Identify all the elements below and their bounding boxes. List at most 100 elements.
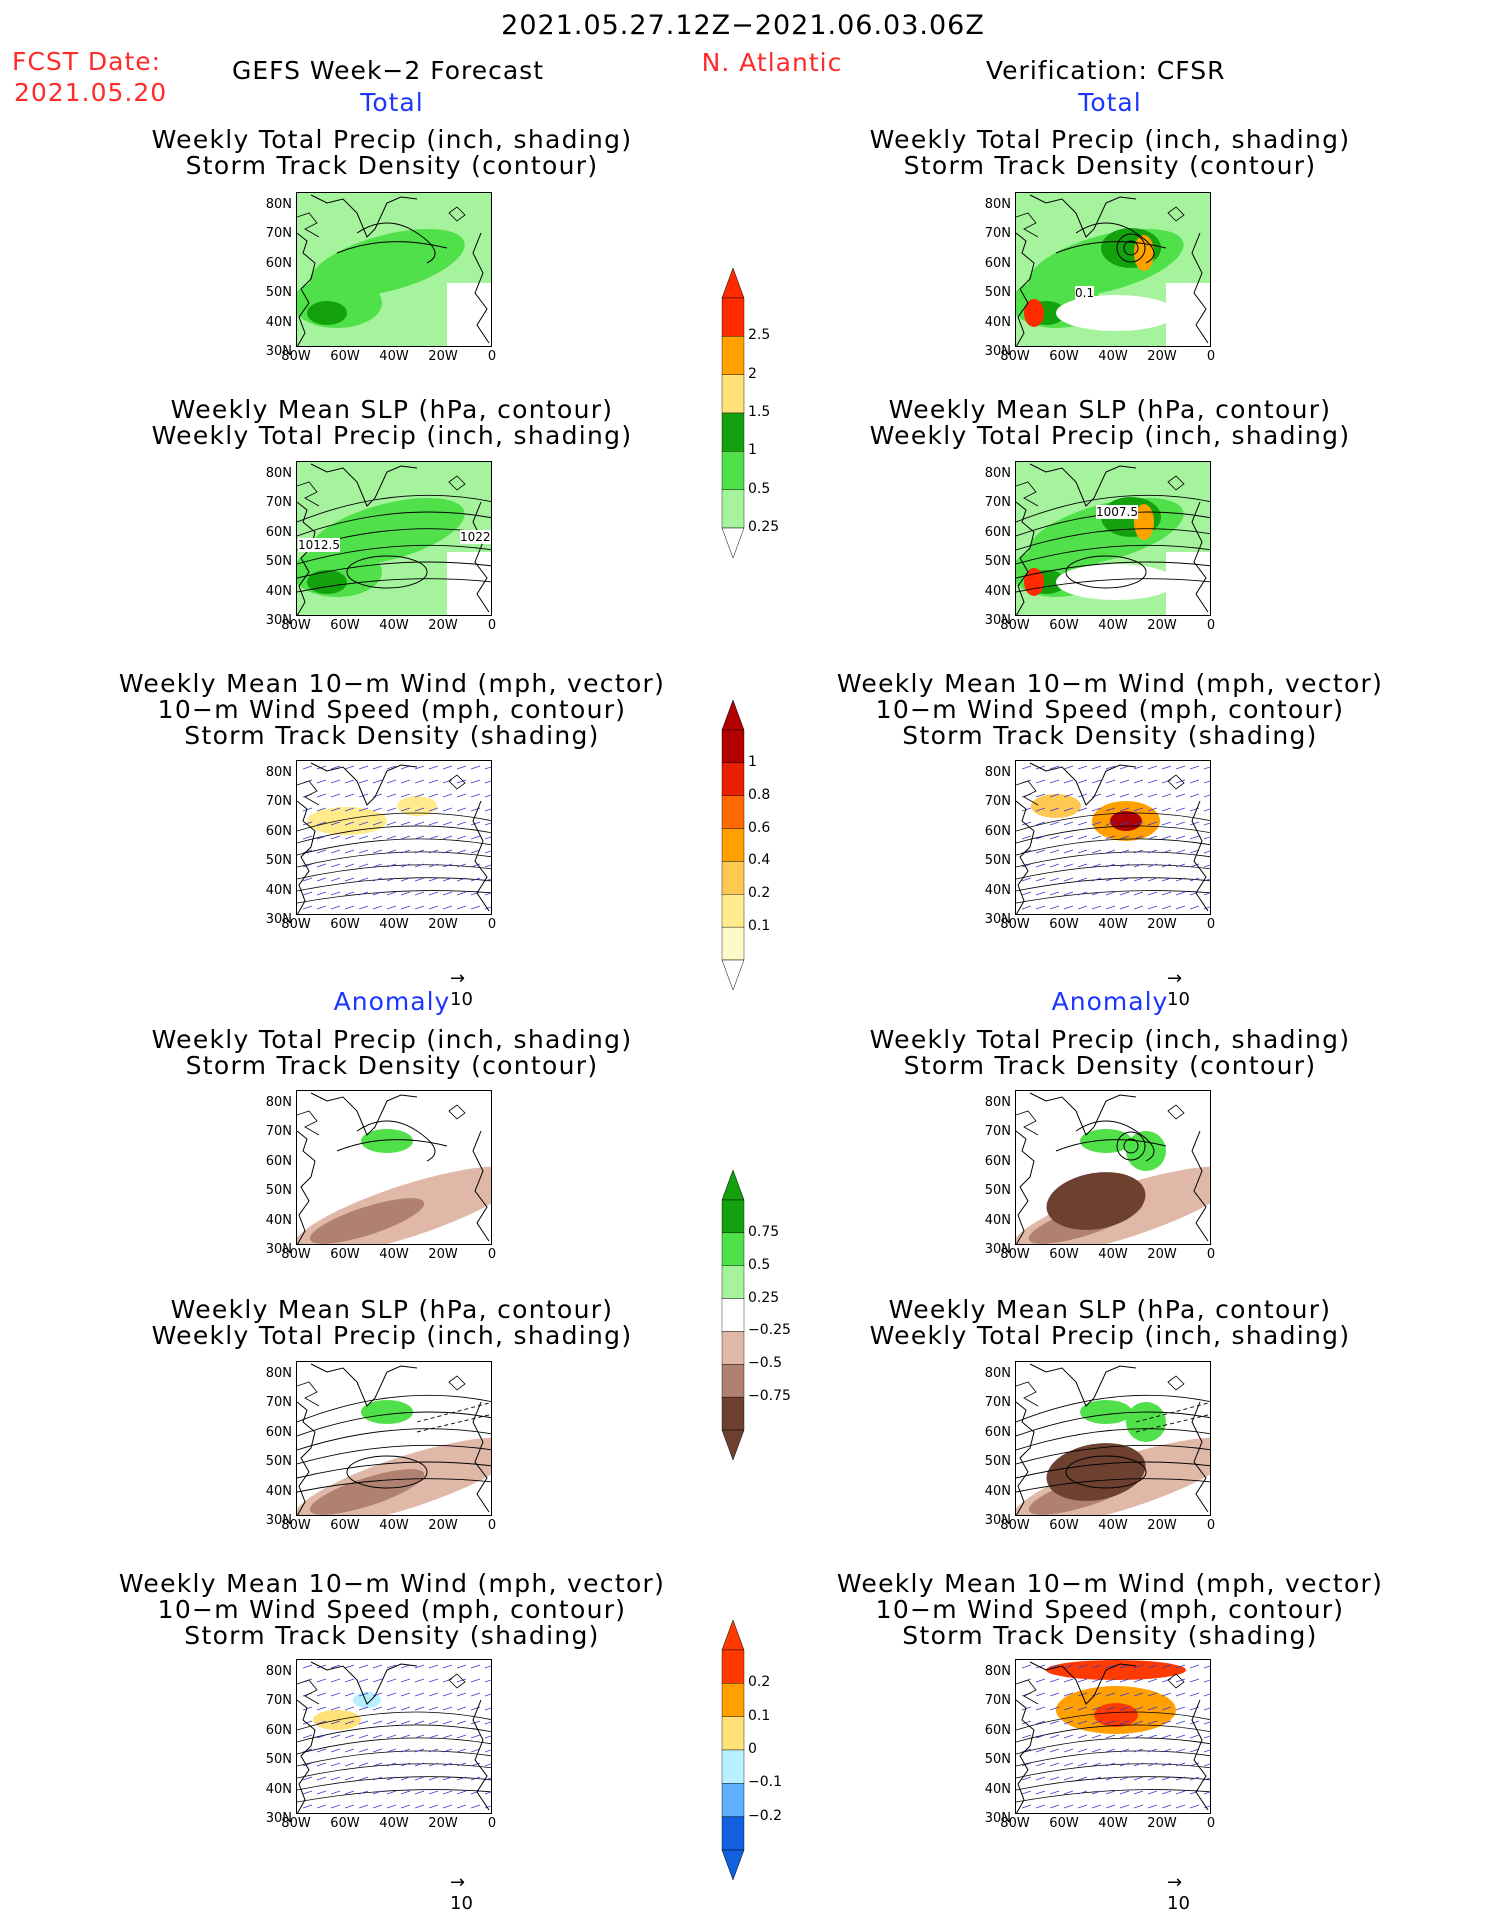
wind-speed-contour <box>297 1776 491 1791</box>
wind-vector <box>330 1776 341 1781</box>
panel-title-line: Storm Track Density (contour) <box>903 1051 1317 1080</box>
wind-vector <box>344 793 355 798</box>
colorbar-label: 1 <box>748 753 757 770</box>
wind-vector <box>1035 905 1046 910</box>
slp-contour <box>1016 1461 1210 1479</box>
wind-vector <box>302 1790 313 1795</box>
longitude-tick-label: 80W <box>281 1518 311 1533</box>
coastline-iceland <box>1167 475 1185 491</box>
colorbar-label: 2 <box>748 365 757 382</box>
wind-vector <box>386 779 397 784</box>
panel-title-line: Storm Track Density (contour) <box>185 1051 599 1080</box>
wind-vector <box>1133 821 1144 826</box>
wind-vector <box>316 849 327 854</box>
wind-vector <box>1133 1762 1144 1767</box>
wind-vector <box>302 1804 313 1809</box>
panel-title-line: Weekly Total Precip (inch, shading) <box>869 125 1351 154</box>
longitude-tick-label: 80W <box>1000 1816 1030 1831</box>
wind-vector <box>1105 793 1116 798</box>
wind-vector <box>1175 793 1186 798</box>
wind-vector <box>302 765 313 770</box>
longitude-tick-label: 40W <box>1098 1518 1128 1533</box>
wind-vector <box>1119 863 1130 868</box>
latitude-tick-label: 70N <box>984 794 1011 810</box>
longitude-tick-label: 60W <box>330 618 360 633</box>
map-panel-left-5 <box>296 1659 492 1814</box>
panel-title: Weekly Total Precip (inch, shading) Storm… <box>870 1027 1351 1079</box>
wind-vector <box>470 1664 481 1669</box>
wind-vector <box>344 765 355 770</box>
latitude-tick-label: 30N <box>265 344 292 359</box>
longitude-tick-label: 40W <box>1098 618 1128 633</box>
wind-vector <box>316 1776 327 1781</box>
wind-vector <box>302 1748 313 1753</box>
wind-vector <box>1189 849 1200 854</box>
wind-vector <box>484 1721 491 1725</box>
colorbar-segment <box>721 762 745 796</box>
longitude-tick-label: 60W <box>1049 618 1079 633</box>
wind-vector <box>1203 822 1210 826</box>
fcst-date-label: FCST Date: <box>12 47 162 76</box>
slp-anomaly-negative-contour <box>1135 1402 1210 1423</box>
wind-vector <box>442 849 453 854</box>
wind-vector <box>316 1692 327 1697</box>
longitude-tick-label: 20W <box>428 1518 458 1533</box>
wind-speed-contour <box>1016 838 1210 856</box>
track-density-anomaly-north <box>1046 1660 1186 1680</box>
wind-vector <box>1091 891 1102 896</box>
wind-vector <box>316 1664 327 1669</box>
wind-vector <box>1189 1734 1200 1739</box>
wind-vector <box>1189 1664 1200 1669</box>
wind-vector <box>1161 765 1172 770</box>
latitude-tick-label: 30N <box>265 1513 292 1528</box>
wind-vector <box>1203 1791 1210 1795</box>
latitude-tick-label: 60N <box>984 524 1011 540</box>
dry-region-subtropics <box>1056 295 1176 331</box>
wind-vector <box>372 905 383 910</box>
precip-anomaly-dry-strong <box>309 1469 425 1515</box>
wind-vector <box>414 1692 425 1697</box>
wind-vector <box>1035 793 1046 798</box>
wind-vector <box>442 1776 453 1781</box>
wind-vector <box>1203 836 1210 840</box>
coastline-greenland <box>1029 1363 1137 1407</box>
wind-vector <box>1119 905 1130 910</box>
wind-vector <box>1175 877 1186 882</box>
coastline-iceland <box>448 206 466 222</box>
colorbar-segment <box>721 1716 745 1751</box>
wind-vector <box>484 1805 491 1809</box>
wind-vector <box>456 1790 467 1795</box>
wind-vector <box>1175 765 1186 770</box>
map-panel-left-2 <box>296 760 492 915</box>
wind-vector <box>330 1804 341 1809</box>
latitude-tick-label: 40N <box>265 314 292 330</box>
wind-vector <box>316 793 327 798</box>
storm-track-contour <box>356 222 436 264</box>
wind-vector <box>400 877 411 882</box>
coastline-iceland <box>448 475 466 491</box>
wind-vector <box>1175 835 1186 840</box>
wind-vector <box>1091 1678 1102 1683</box>
wind-vector <box>1175 1762 1186 1767</box>
wind-vector <box>1105 1804 1116 1809</box>
wind-vector <box>484 808 491 812</box>
panel-title: Weekly Mean SLP (hPa, contour) Weekly Tot… <box>870 397 1351 449</box>
coastline-europe <box>472 1401 490 1513</box>
longitude-tick-label: 80W <box>281 618 311 633</box>
map-svg <box>1016 761 1210 914</box>
wind-vector <box>1147 835 1158 840</box>
wind-vector <box>302 821 313 826</box>
wind-vector <box>456 1678 467 1683</box>
storm-track-contour-closed <box>1123 240 1139 256</box>
latitude-tick-label: 40N <box>265 1483 292 1499</box>
wind-vector <box>344 807 355 812</box>
wind-vector <box>442 877 453 882</box>
wind-vector <box>302 891 313 896</box>
wind-vector <box>414 765 425 770</box>
precip-anomaly-wet-east <box>1126 1131 1166 1171</box>
wind-vector <box>442 1734 453 1739</box>
wind-vector <box>1091 821 1102 826</box>
longitude-tick-label: 80W <box>1000 349 1030 364</box>
latitude-tick-label: 30N <box>265 1811 292 1826</box>
wind-vector <box>442 1762 453 1767</box>
